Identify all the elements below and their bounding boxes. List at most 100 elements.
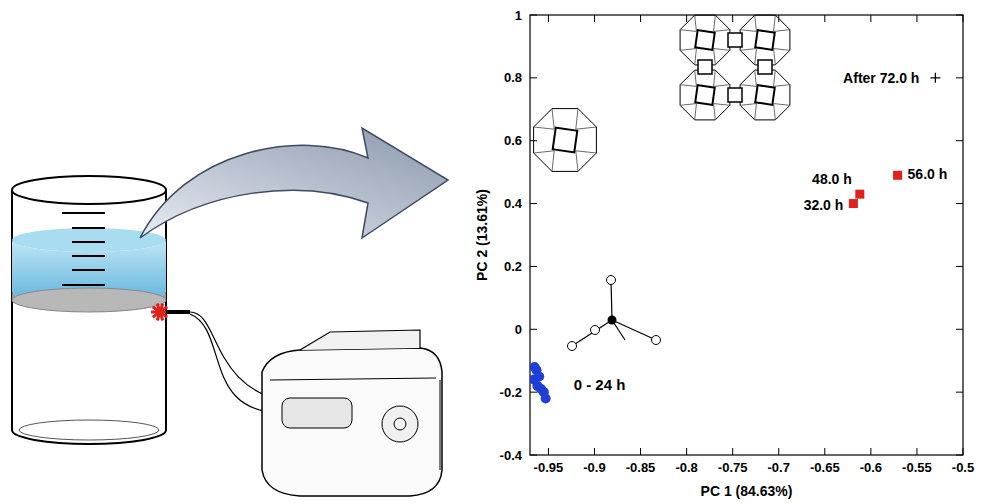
cage-edge	[774, 49, 790, 51]
x-tick-label: -0.5	[952, 460, 974, 475]
silicon	[608, 316, 617, 325]
cage-outline	[680, 15, 730, 65]
y-tick	[956, 203, 963, 204]
cage-edge	[576, 151, 578, 172]
x-tick	[778, 448, 779, 455]
structure-drawings	[534, 15, 790, 350]
cage-edge	[740, 85, 756, 87]
cage-edge	[714, 85, 730, 87]
point-label: 48.0 h	[812, 171, 852, 187]
point	[849, 199, 858, 208]
point-label: 32.0 h	[804, 197, 844, 213]
cage-edge	[755, 70, 757, 86]
cage-edge	[774, 104, 776, 120]
cage-edge	[576, 151, 597, 153]
y-tick	[530, 140, 537, 141]
y-tick-label: -0.2	[500, 385, 522, 400]
x-tick	[916, 448, 917, 455]
graduation	[62, 212, 105, 214]
cage-edge	[714, 49, 730, 51]
y-tick-label: 0	[515, 322, 522, 337]
graduation	[72, 255, 105, 257]
oxygen	[652, 336, 661, 345]
y-tick-label: 0.8	[504, 70, 522, 85]
cage-edge	[695, 15, 697, 31]
annotation: 0 - 24 h	[574, 376, 626, 393]
x-tick	[824, 448, 825, 455]
sodalite-cage	[534, 109, 597, 172]
device-body	[262, 348, 442, 496]
x-tick	[686, 15, 687, 22]
cage-edge	[680, 49, 696, 51]
bond	[612, 320, 656, 340]
cage-edge	[695, 70, 697, 86]
y-tick	[956, 392, 963, 393]
plot-frame	[530, 15, 963, 455]
graduation	[72, 241, 105, 243]
point	[893, 171, 902, 180]
cage-edge	[774, 49, 776, 65]
point	[855, 190, 864, 199]
y-tick-label: 0.2	[504, 259, 522, 274]
cage-edge	[534, 127, 555, 129]
cage-square	[553, 128, 578, 153]
beaker-base	[19, 420, 159, 440]
device-side	[440, 380, 441, 470]
cage-edge	[740, 49, 756, 51]
y-tick	[530, 15, 537, 16]
point	[534, 371, 544, 381]
cage-edge	[714, 104, 730, 106]
x-tick	[640, 15, 641, 22]
x-tick-label: -0.85	[626, 460, 656, 475]
cage-outline	[740, 15, 790, 65]
y-tick	[530, 455, 537, 456]
y-tick	[956, 329, 963, 330]
zeolite-framework	[680, 15, 790, 120]
cage-edge	[755, 104, 757, 120]
oxygen	[607, 276, 616, 285]
cage-edge	[740, 104, 756, 106]
beaker-rim	[12, 176, 166, 204]
cage-edge	[774, 104, 790, 106]
oxygen	[568, 342, 577, 351]
cage-outline	[534, 109, 597, 172]
framework-link	[758, 60, 772, 74]
x-tick	[548, 448, 549, 455]
y-tick	[530, 329, 537, 330]
cage-edge	[680, 85, 696, 87]
cage-edge	[714, 15, 716, 31]
cage-edge	[552, 109, 554, 130]
x-tick	[824, 15, 825, 22]
y-tick	[956, 266, 963, 267]
cage-edge	[576, 109, 578, 130]
x-tick-label: -0.65	[810, 460, 840, 475]
cage-outline	[740, 70, 790, 120]
cage-edge	[755, 49, 757, 65]
cage-edge	[774, 85, 790, 87]
oxygen	[591, 326, 600, 335]
cage-edge	[714, 104, 716, 120]
x-axis-title: PC 1 (84.63%)	[701, 483, 793, 499]
x-tick	[870, 448, 871, 455]
tetrahedron	[568, 276, 661, 351]
data-annotations: 0 - 24 h 32.0 h 48.0 h 56.0 h After 72.0 h	[574, 70, 948, 393]
cage-edge	[774, 15, 776, 31]
annotation: After 72.0 h	[843, 70, 919, 86]
cage-edge	[534, 151, 555, 153]
cage-square	[695, 30, 715, 50]
figure: -0.95-0.9-0.85-0.8-0.75-0.7-0.65-0.6-0.5…	[0, 0, 984, 504]
illustration	[12, 128, 448, 496]
sediment-top	[12, 288, 166, 312]
beaker-body	[12, 190, 166, 444]
cage-edge	[680, 104, 696, 106]
x-tick	[594, 15, 595, 22]
point-label: 56.0 h	[908, 166, 948, 182]
cage-edge	[680, 30, 696, 32]
y-tick-label: 1	[515, 8, 522, 23]
x-tick	[963, 15, 964, 22]
cage-edge	[714, 30, 730, 32]
x-tick	[916, 15, 917, 22]
spectrometer	[262, 330, 442, 496]
y-tick-label: 0.6	[504, 133, 522, 148]
probe	[166, 310, 190, 314]
